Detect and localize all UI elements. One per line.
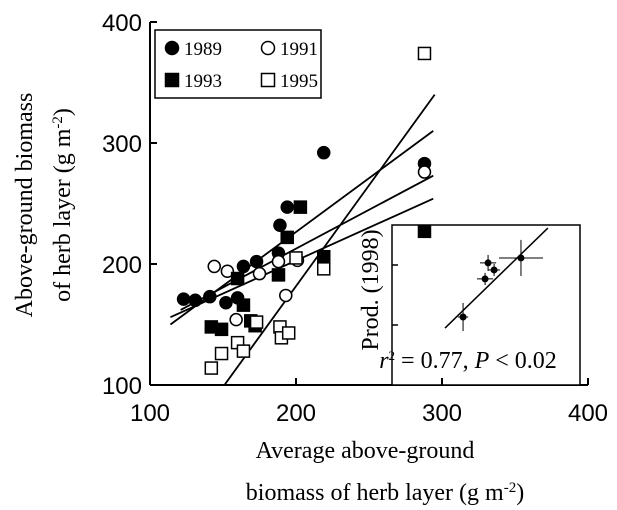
point	[249, 315, 264, 329]
y-label-line: )	[50, 108, 76, 116]
inset-annotation: r2 = 0.77, P < 0.02	[379, 348, 557, 374]
inset-box	[391, 224, 581, 386]
inset-point	[517, 254, 525, 262]
x-label-line: biomass of herb layer (g m	[246, 480, 504, 506]
legend-label: 1995	[280, 71, 318, 92]
point	[417, 224, 432, 239]
x-tick-label: 200	[276, 400, 316, 427]
legend-marker	[260, 72, 276, 88]
point	[203, 289, 217, 304]
legend-marker	[164, 72, 180, 88]
legend-label: 1991	[280, 39, 318, 60]
x-label-line: Average above-ground	[256, 438, 475, 464]
y-tick-label: 100	[102, 373, 142, 400]
annot: = 0.77,	[395, 348, 475, 374]
fit-line	[180, 174, 434, 311]
point	[236, 298, 251, 312]
point	[252, 266, 267, 281]
x-label-sup: -2	[504, 480, 517, 496]
point	[279, 288, 293, 303]
y-label-line: Above-ground biomass	[12, 93, 38, 318]
x-label: biomass of herb layer (g m-2)	[246, 480, 524, 506]
point	[293, 200, 308, 214]
inset-y-label: Prod. (1998)	[358, 229, 384, 350]
x-tick-label: 400	[568, 400, 608, 427]
annot: < 0.02	[489, 348, 557, 374]
legend-box	[154, 29, 322, 99]
x-tick-label: 300	[422, 400, 462, 427]
point	[188, 293, 203, 308]
point	[280, 200, 294, 214]
inset-point	[490, 266, 498, 274]
point	[289, 251, 303, 265]
point	[273, 218, 287, 233]
y-tick-label: 400	[102, 10, 142, 37]
y-tick-label: 300	[102, 131, 142, 158]
inset-y-label-text: Prod. (1998)	[358, 229, 384, 350]
point	[230, 271, 245, 286]
point	[417, 165, 432, 179]
legend-label: 1989	[184, 39, 222, 60]
point	[219, 295, 233, 310]
y-label: Above-ground biomass	[12, 93, 38, 318]
point	[214, 346, 229, 361]
legend-marker	[164, 40, 180, 56]
point	[204, 361, 219, 375]
y-label: of herb layer (g m-2)	[50, 108, 76, 302]
annot: r	[379, 348, 389, 374]
fit-line	[223, 94, 436, 386]
point	[281, 326, 296, 340]
inset-fit-line	[444, 227, 549, 329]
y-label-line: of herb layer (g m	[50, 128, 76, 302]
annot: P	[474, 348, 490, 374]
y-label-sup: -2	[50, 116, 66, 129]
y-tick-label: 200	[102, 252, 142, 279]
point	[316, 249, 331, 264]
point	[214, 322, 229, 337]
point	[236, 259, 251, 274]
point	[236, 344, 251, 358]
point	[176, 292, 191, 306]
point	[316, 145, 331, 160]
annot: 2	[389, 348, 396, 363]
x-label: Average above-ground	[256, 438, 475, 464]
point	[220, 264, 235, 279]
legend-label: 1993	[184, 71, 222, 92]
inset-point	[459, 313, 467, 321]
point	[316, 262, 331, 276]
point	[207, 259, 221, 274]
point	[417, 46, 432, 61]
legend-marker	[260, 40, 276, 56]
point	[229, 312, 243, 327]
point	[271, 268, 286, 282]
inset-point	[481, 275, 489, 283]
point	[249, 254, 264, 269]
x-label-line: )	[516, 480, 524, 506]
point	[271, 254, 286, 269]
x-tick-label: 100	[130, 400, 170, 427]
point	[280, 230, 294, 245]
inset-point	[484, 259, 492, 267]
